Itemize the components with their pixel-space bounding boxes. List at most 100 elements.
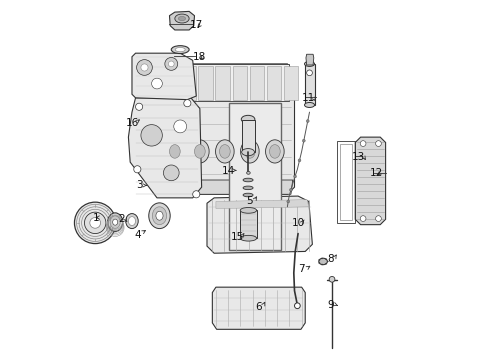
Ellipse shape	[244, 145, 255, 158]
Circle shape	[90, 217, 101, 228]
Circle shape	[293, 175, 296, 178]
Ellipse shape	[219, 145, 230, 158]
Bar	[240, 210, 256, 238]
Circle shape	[164, 58, 177, 70]
Circle shape	[375, 216, 381, 221]
Ellipse shape	[243, 186, 253, 190]
Ellipse shape	[175, 48, 185, 52]
Polygon shape	[128, 98, 201, 198]
Ellipse shape	[178, 17, 185, 21]
Circle shape	[84, 212, 106, 234]
Text: 1: 1	[93, 212, 100, 222]
Text: 17: 17	[189, 19, 203, 30]
Polygon shape	[164, 66, 178, 100]
Ellipse shape	[243, 178, 253, 182]
Text: 2: 2	[118, 214, 124, 224]
Bar	[304, 64, 314, 105]
Circle shape	[151, 78, 162, 89]
Text: 13: 13	[351, 152, 365, 162]
Polygon shape	[216, 200, 308, 208]
Text: 10: 10	[291, 218, 304, 228]
Polygon shape	[340, 144, 351, 220]
Text: 12: 12	[369, 168, 383, 178]
Circle shape	[74, 202, 116, 244]
Circle shape	[135, 103, 142, 111]
Polygon shape	[215, 66, 229, 100]
Polygon shape	[232, 66, 246, 100]
Circle shape	[306, 70, 312, 76]
Text: 9: 9	[326, 300, 333, 310]
Ellipse shape	[243, 193, 253, 197]
Ellipse shape	[107, 213, 122, 231]
Circle shape	[298, 159, 300, 162]
Circle shape	[375, 141, 381, 147]
Text: 16: 16	[125, 118, 138, 128]
Ellipse shape	[110, 216, 120, 228]
Ellipse shape	[156, 211, 163, 220]
Polygon shape	[198, 66, 212, 100]
Text: 7: 7	[298, 264, 305, 274]
Circle shape	[289, 188, 292, 191]
Text: 15: 15	[230, 232, 244, 242]
Polygon shape	[181, 66, 195, 100]
Ellipse shape	[240, 140, 259, 163]
Circle shape	[173, 120, 186, 133]
Circle shape	[192, 191, 200, 198]
Ellipse shape	[128, 217, 135, 226]
Ellipse shape	[125, 213, 138, 229]
Text: 11: 11	[302, 93, 315, 103]
Ellipse shape	[304, 103, 314, 108]
Ellipse shape	[112, 219, 118, 225]
Polygon shape	[169, 12, 194, 30]
Ellipse shape	[152, 207, 166, 225]
Circle shape	[360, 141, 365, 147]
Ellipse shape	[246, 171, 250, 174]
Circle shape	[141, 64, 148, 71]
Text: 8: 8	[326, 253, 333, 264]
Ellipse shape	[190, 140, 209, 163]
Text: 3: 3	[136, 180, 142, 190]
Circle shape	[136, 60, 152, 75]
Ellipse shape	[318, 258, 326, 265]
Ellipse shape	[240, 207, 256, 213]
Circle shape	[286, 200, 289, 203]
Circle shape	[360, 216, 365, 221]
Polygon shape	[266, 66, 281, 100]
Polygon shape	[132, 53, 196, 100]
Polygon shape	[206, 196, 312, 253]
Ellipse shape	[241, 149, 254, 156]
Circle shape	[141, 125, 162, 146]
Polygon shape	[283, 66, 298, 100]
Text: 5: 5	[246, 197, 253, 206]
Bar	[229, 103, 281, 249]
Ellipse shape	[241, 115, 254, 123]
Circle shape	[328, 276, 334, 282]
Polygon shape	[305, 54, 313, 65]
Ellipse shape	[148, 203, 170, 229]
Text: 14: 14	[222, 166, 235, 176]
Circle shape	[134, 166, 141, 173]
Text: 6: 6	[255, 302, 262, 312]
Ellipse shape	[194, 145, 205, 158]
Circle shape	[305, 120, 308, 122]
Circle shape	[168, 61, 174, 67]
Ellipse shape	[165, 140, 184, 163]
Polygon shape	[354, 137, 385, 225]
Ellipse shape	[169, 145, 180, 158]
Bar	[242, 120, 254, 152]
Ellipse shape	[171, 46, 189, 54]
Circle shape	[302, 139, 305, 142]
Text: 18: 18	[193, 52, 206, 62]
Ellipse shape	[269, 145, 280, 158]
Polygon shape	[159, 180, 292, 194]
Polygon shape	[157, 64, 294, 194]
Polygon shape	[249, 66, 264, 100]
Ellipse shape	[265, 140, 284, 163]
Circle shape	[294, 303, 300, 309]
Circle shape	[183, 100, 190, 107]
Ellipse shape	[175, 14, 189, 23]
Ellipse shape	[304, 62, 314, 66]
Polygon shape	[212, 287, 305, 329]
Circle shape	[163, 165, 179, 181]
Text: 4: 4	[134, 230, 141, 240]
